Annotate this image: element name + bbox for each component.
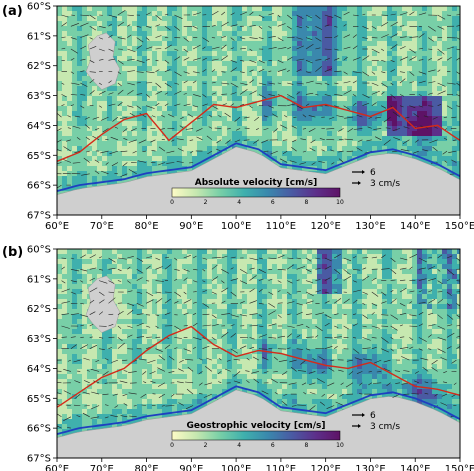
lon-tick-label: 140°E xyxy=(400,464,430,471)
colorbar-tick: 8 xyxy=(304,199,308,206)
lat-tick-label: 61°S xyxy=(27,274,51,285)
colorbar-tick: 4 xyxy=(237,442,241,449)
lat-tick-label: 63°S xyxy=(27,91,51,102)
scale-arrowhead xyxy=(358,181,361,185)
lat-tick-label: 64°S xyxy=(27,364,51,375)
colorbar-tick: 6 xyxy=(271,442,275,449)
lon-tick-label: 120°E xyxy=(310,221,340,232)
lon-tick-label: 100°E xyxy=(221,464,251,471)
lat-tick-label: 67°S xyxy=(27,211,51,222)
lon-tick-label: 100°E xyxy=(221,221,251,232)
lat-tick-label: 63°S xyxy=(27,334,51,345)
panel-label: (b) xyxy=(2,245,23,260)
lon-tick-label: 140°E xyxy=(400,221,430,232)
lon-tick-label: 90°E xyxy=(179,221,203,232)
scale-label: 6 xyxy=(370,168,376,178)
colorbar-tick: 0 xyxy=(170,199,174,206)
lon-axis: 60°E 70°E 80°E 90°E 100°E 110°E 120°E 130°E 140°… xyxy=(45,215,474,232)
colorbar-tick: 2 xyxy=(204,442,208,449)
lat-tick-label: 60°S xyxy=(27,2,51,13)
colorbar-tick: 10 xyxy=(336,199,344,206)
land-mask xyxy=(57,275,460,458)
lat-tick-label: 62°S xyxy=(27,61,51,72)
scale-label: 3 cm/s xyxy=(370,179,400,189)
colorbar-title: Absolute velocity [cm/s] xyxy=(195,178,318,188)
lon-tick-label: 110°E xyxy=(266,221,296,232)
lon-tick-label: 80°E xyxy=(135,221,159,232)
lat-tick-label: 62°S xyxy=(27,304,51,315)
lon-tick-label: 70°E xyxy=(90,464,114,471)
colorbar-tick: 4 xyxy=(237,199,241,206)
scale-key: 63 cm/s xyxy=(352,168,400,189)
colorbar-tick: 2 xyxy=(204,199,208,206)
scale-label: 6 xyxy=(370,411,376,421)
lon-tick-label: 120°E xyxy=(310,464,340,471)
lat-tick-label: 61°S xyxy=(27,31,51,42)
colorbar-gradient xyxy=(171,430,341,441)
lat-tick-label: 65°S xyxy=(27,151,51,162)
lat-tick-label: 66°S xyxy=(27,424,51,435)
colorbar-tick: 0 xyxy=(170,442,174,449)
colorbar-tick: 6 xyxy=(271,199,275,206)
lon-tick-label: 110°E xyxy=(266,464,296,471)
lon-tick-label: 80°E xyxy=(135,464,159,471)
map-frame xyxy=(56,248,461,459)
lon-axis: 60°E 70°E 80°E 90°E 100°E 110°E 120°E 130°E 140°… xyxy=(45,458,474,471)
colorbar: Absolute velocity [cm/s] 0 2 4 6 8 10 xyxy=(170,178,344,206)
lat-tick-label: 64°S xyxy=(27,121,51,132)
colorbar-title: Geostrophic velocity [cm/s] xyxy=(187,421,326,431)
land-mask xyxy=(57,32,460,215)
scale-label: 3 cm/s xyxy=(370,422,400,432)
quiver-arrows xyxy=(57,253,460,429)
lat-axis: 60°S 61°S 62°S 63°S 64°S 65°S 66°S 67°S xyxy=(27,2,57,222)
scale-arrowhead xyxy=(358,424,361,428)
colorbar-tick: 10 xyxy=(336,442,344,449)
lon-tick-label: 60°E xyxy=(45,464,69,471)
panel-a: (a) Absolute velocity [cm/s]0 2 4 6 8 10 63 c… xyxy=(2,2,474,233)
lon-tick-label: 60°E xyxy=(45,221,69,232)
lon-tick-label: 130°E xyxy=(355,221,385,232)
panel-label: (a) xyxy=(2,4,23,19)
lat-tick-label: 65°S xyxy=(27,394,51,405)
lon-tick-label: 130°E xyxy=(355,464,385,471)
lat-axis: 60°S 61°S 62°S 63°S 64°S 65°S 66°S 67°S xyxy=(27,245,57,465)
lon-tick-label: 150°E xyxy=(445,221,474,232)
lon-tick-label: 70°E xyxy=(90,221,114,232)
lon-tick-label: 90°E xyxy=(179,464,203,471)
lat-tick-label: 67°S xyxy=(27,454,51,465)
quiver-arrows xyxy=(57,9,460,189)
colorbar-gradient xyxy=(171,187,341,198)
scale-arrowhead xyxy=(362,170,365,174)
colorbar-tick: 8 xyxy=(304,442,308,449)
panel-b: (b) Geostrophic velocity [cm/s] 0 2 4 6 8 10 6… xyxy=(2,245,474,471)
map-frame xyxy=(56,5,461,216)
scale-arrowhead xyxy=(362,413,365,417)
lat-tick-label: 60°S xyxy=(27,245,51,256)
front-lines xyxy=(57,94,460,192)
scale-key: 63 cm/s xyxy=(352,411,400,432)
lat-tick-label: 66°S xyxy=(27,181,51,192)
colorbar: Geostrophic velocity [cm/s] 0 2 4 6 8 10 xyxy=(170,421,344,449)
lon-tick-label: 150°E xyxy=(445,464,474,471)
front-lines xyxy=(57,325,460,435)
